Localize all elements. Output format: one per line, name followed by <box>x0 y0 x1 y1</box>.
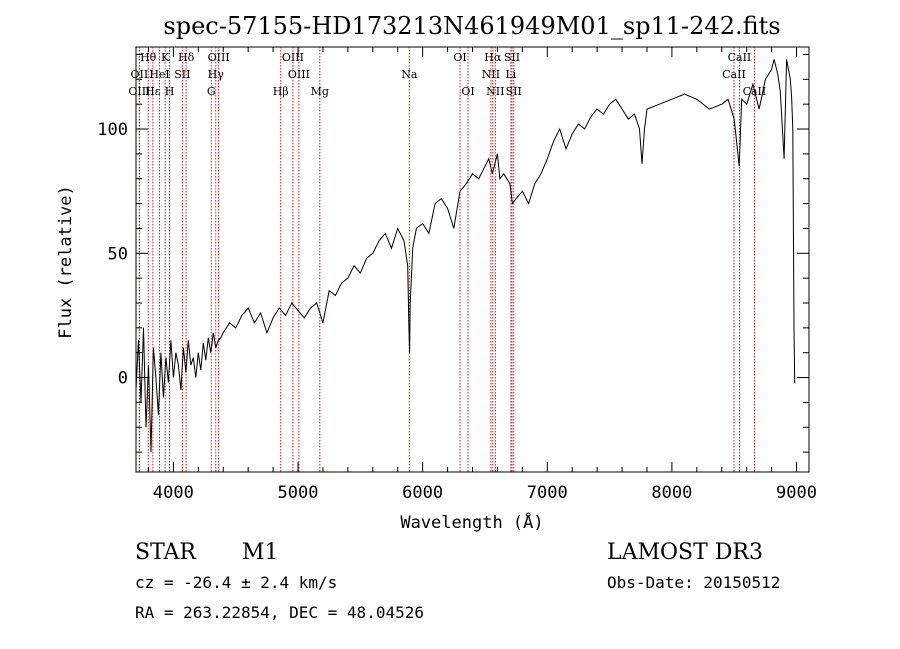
spectrum-line <box>135 59 796 453</box>
line-label: Hθ <box>140 51 157 64</box>
line-label: SII <box>174 68 190 81</box>
x-tick-label: 8000 <box>651 483 692 503</box>
line-label: NII <box>482 68 500 81</box>
line-label: OI <box>453 51 466 64</box>
ra-dec: RA = 263.22854, DEC = 48.04526 <box>135 603 424 622</box>
y-axis-label: Flux (relative) <box>56 185 76 339</box>
line-label: CaII <box>722 68 746 81</box>
x-tick-label: 6000 <box>402 483 443 503</box>
line-label: HeI <box>149 68 169 81</box>
chart-title: spec-57155-HD173213N461949M01_sp11-242.f… <box>163 12 780 40</box>
observation-date: Obs-Date: 20150512 <box>607 573 781 592</box>
x-tick-label: 7000 <box>527 483 568 503</box>
line-label: Li <box>505 68 516 81</box>
line-label: OII <box>131 68 149 81</box>
line-label: OIII <box>128 85 150 98</box>
line-label: Hβ <box>273 85 289 98</box>
line-label: Hα <box>484 51 502 64</box>
line-label: Hδ <box>178 51 195 64</box>
plot-frame <box>135 46 810 473</box>
x-tick-label: 9000 <box>776 483 817 503</box>
redshift-cz: cz = -26.4 ± 2.4 km/s <box>135 573 338 592</box>
line-label: Hγ <box>208 68 225 81</box>
x-axis-label: Wavelength (Å) <box>400 511 543 533</box>
spectrum-chart: spec-57155-HD173213N461949M01_sp11-242.f… <box>56 12 817 533</box>
line-label: H <box>165 85 175 98</box>
x-tick-label: 5000 <box>278 483 319 503</box>
line-label: OIII <box>282 51 304 64</box>
object-subclass: M1 <box>242 540 279 565</box>
line-label: SII <box>504 51 520 64</box>
axis-ticks: 4000 5000 6000 7000 8000 9000 0 50 100 <box>97 47 817 503</box>
line-label: NII <box>486 85 504 98</box>
x-tick-label: 4000 <box>153 483 194 503</box>
line-label: OIII <box>288 68 310 81</box>
line-label: G <box>207 85 216 98</box>
line-label: CaII <box>728 51 752 64</box>
line-label: OI <box>461 85 474 98</box>
y-tick-label: 100 <box>97 120 128 140</box>
line-label: Mg <box>311 85 329 98</box>
line-markers <box>138 47 755 472</box>
line-label: CaII <box>743 85 767 98</box>
y-tick-label: 50 <box>108 244 128 264</box>
line-label: Na <box>401 68 418 81</box>
y-tick-label: 0 <box>118 369 128 389</box>
line-label: SII <box>506 85 522 98</box>
survey-name: LAMOST DR3 <box>607 540 763 565</box>
line-label: K <box>161 51 170 64</box>
object-class: STAR <box>135 540 196 565</box>
line-label: OIII <box>208 51 230 64</box>
line-label: Hε <box>145 85 161 98</box>
